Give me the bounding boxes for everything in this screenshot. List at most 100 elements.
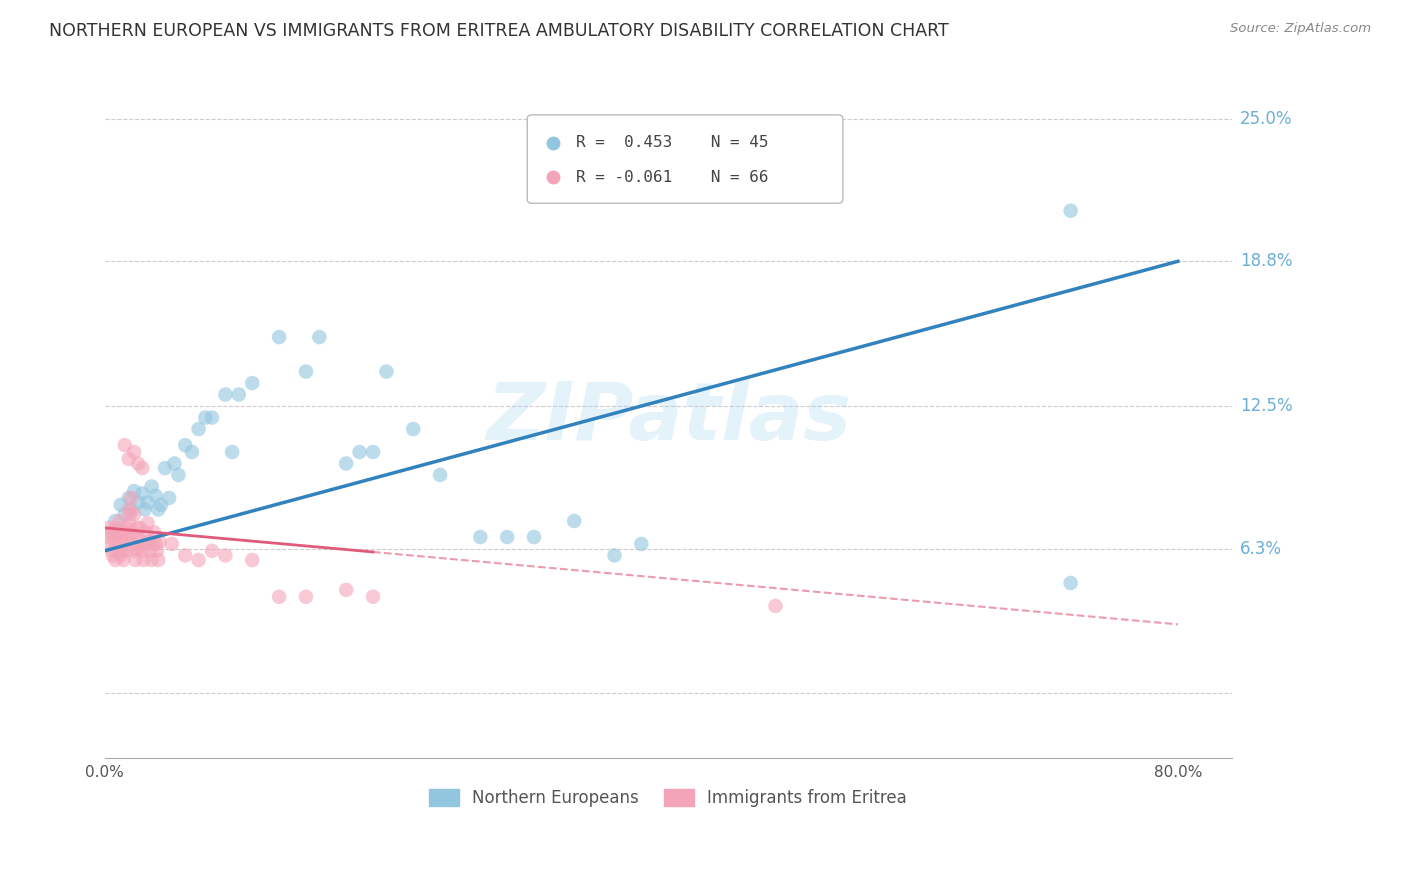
Point (153, 461, 176, 475)
Point (138, 534, 160, 549)
Point (167, 468, 190, 483)
Point (145, 489, 167, 503)
Point (402, 422, 425, 436)
Point (214, 387, 236, 401)
Point (131, 486, 153, 500)
Point (115, 521, 138, 535)
Text: R = -0.061    N = 66: R = -0.061 N = 66 (575, 169, 768, 185)
Point (349, 445, 371, 459)
Point (124, 553, 146, 567)
Point (118, 516, 141, 531)
Text: ZIPatlas: ZIPatlas (485, 378, 851, 457)
Point (131, 461, 153, 475)
Point (335, 582, 357, 597)
Point (335, 457, 357, 471)
Point (375, 365, 398, 379)
Text: 25.0%: 25.0% (1240, 110, 1292, 128)
Point (107, 525, 129, 540)
Point (149, 534, 172, 549)
Point (115, 544, 138, 558)
Point (111, 544, 134, 558)
Point (104, 553, 127, 567)
Point (121, 491, 143, 505)
Point (128, 521, 150, 535)
Point (114, 507, 136, 521)
Point (562, 514, 585, 528)
Point (129, 534, 152, 549)
Point (104, 521, 127, 535)
Point (110, 549, 132, 563)
Point (141, 553, 163, 567)
Point (118, 502, 141, 516)
Point (180, 445, 202, 459)
Point (120, 507, 142, 521)
Point (136, 516, 159, 531)
Point (201, 544, 224, 558)
Point (1059, 203, 1081, 218)
Point (187, 553, 209, 567)
Point (295, 365, 318, 379)
Point (110, 530, 132, 544)
Point (127, 495, 149, 509)
Point (142, 534, 165, 549)
Point (118, 491, 141, 505)
Point (157, 491, 180, 505)
Point (221, 445, 243, 459)
Point (125, 541, 148, 556)
Point (201, 410, 224, 425)
Point (765, 599, 787, 613)
Point (214, 549, 236, 563)
Text: R =  0.453    N = 45: R = 0.453 N = 45 (575, 136, 768, 150)
Point (98, 537, 121, 551)
Point (148, 502, 170, 516)
Point (117, 530, 139, 544)
Point (267, 590, 290, 604)
Point (101, 544, 124, 558)
Point (118, 451, 141, 466)
Point (122, 445, 145, 459)
Point (145, 537, 167, 551)
Point (240, 376, 263, 390)
Point (429, 468, 451, 483)
Point (132, 553, 155, 567)
Text: 6.3%: 6.3% (1240, 540, 1282, 558)
Point (125, 521, 148, 535)
Point (134, 537, 156, 551)
Point (163, 457, 186, 471)
Point (101, 549, 124, 563)
Point (121, 537, 143, 551)
Point (187, 422, 209, 436)
Point (148, 553, 170, 567)
Point (100, 525, 122, 540)
Point (146, 544, 169, 558)
Point (308, 330, 330, 344)
Point (114, 438, 136, 452)
Point (194, 410, 217, 425)
Point (104, 514, 127, 528)
Text: 12.5%: 12.5% (1240, 397, 1292, 415)
Point (135, 525, 157, 540)
Point (103, 530, 125, 544)
Text: 18.8%: 18.8% (1240, 252, 1292, 270)
Point (122, 507, 145, 521)
Point (127, 457, 149, 471)
FancyBboxPatch shape (527, 115, 842, 203)
Point (97, 521, 120, 535)
Point (141, 479, 163, 493)
Point (160, 537, 183, 551)
Point (121, 502, 143, 516)
Point (108, 514, 131, 528)
Point (127, 530, 149, 544)
Point (112, 537, 135, 551)
Point (150, 498, 173, 512)
Point (134, 502, 156, 516)
Point (523, 530, 546, 544)
Point (96, 530, 118, 544)
Point (228, 387, 250, 401)
Text: Source: ZipAtlas.com: Source: ZipAtlas.com (1230, 22, 1371, 36)
Point (139, 544, 162, 558)
Point (143, 525, 166, 540)
Point (1059, 576, 1081, 591)
Point (122, 484, 145, 499)
Point (122, 544, 145, 558)
